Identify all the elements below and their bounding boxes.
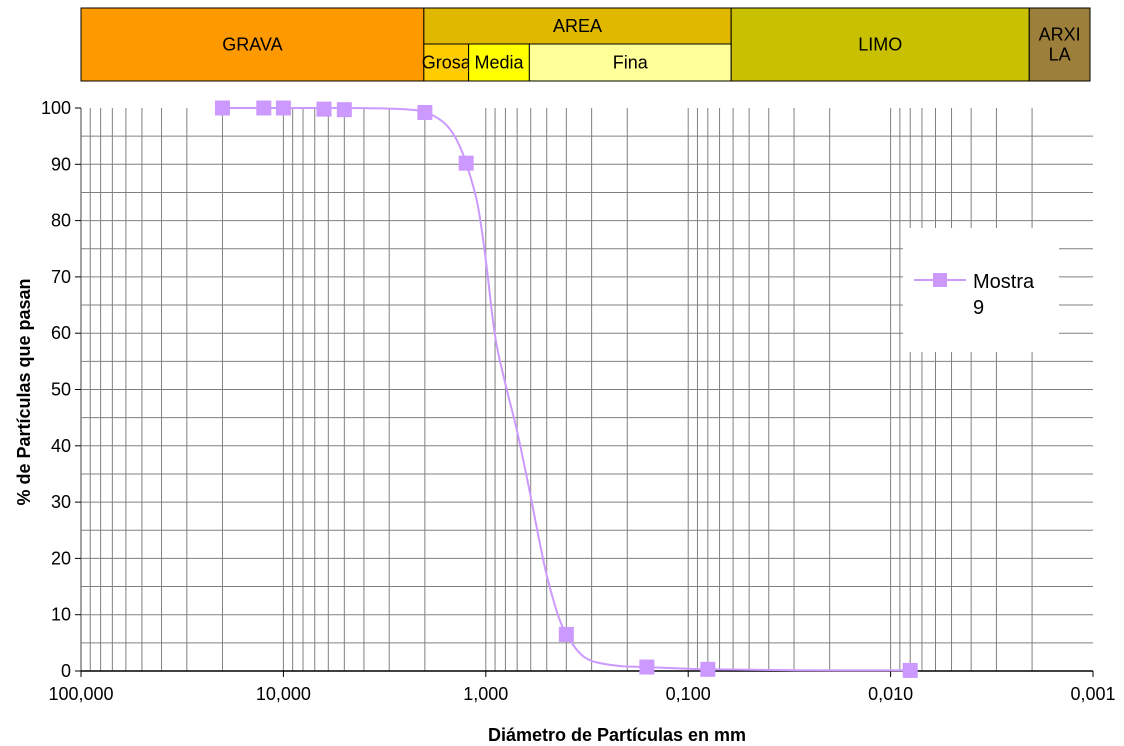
class-label-area: AREA [553, 16, 602, 36]
legend-label: Mostra [973, 271, 1035, 293]
class-label-fina: Fina [613, 53, 649, 73]
data-point [417, 105, 433, 121]
class-cell-area [423, 7, 732, 45]
y-tick-label: 30 [51, 492, 71, 512]
series-mostra-9 [214, 100, 918, 678]
grid-lines [81, 108, 1093, 671]
y-tick-label: 10 [51, 605, 71, 625]
data-point [275, 100, 291, 116]
data-point [700, 661, 716, 677]
legend-marker [933, 273, 947, 287]
x-tick-label: 10,000 [256, 684, 311, 704]
x-tick-label: 100,000 [48, 684, 113, 704]
y-tick-label: 0 [61, 661, 71, 681]
data-point [256, 100, 272, 116]
class-cell-limo [730, 7, 1030, 82]
data-point [902, 662, 918, 678]
y-tick-label: 80 [51, 211, 71, 231]
y-tick-label: 20 [51, 548, 71, 568]
data-point [558, 626, 574, 642]
x-tick-label: 0,001 [1070, 684, 1115, 704]
class-label-grosa: Grosa [422, 53, 472, 73]
axes [75, 107, 1094, 677]
x-tick-label: 0,100 [666, 684, 711, 704]
y-tick-label: 70 [51, 267, 71, 287]
x-tick-label: 0,010 [868, 684, 913, 704]
tick-labels: 100,000 10,000 1,000 0,100 0,010 0,001 0 10 20 30… [41, 98, 1116, 704]
class-cell-grava [80, 7, 425, 82]
y-axis-title: % de Partículas que pasan [14, 278, 34, 505]
y-tick-label: 60 [51, 323, 71, 343]
legend-label: 9 [973, 297, 984, 319]
class-cell-grosa [423, 43, 470, 82]
class-label-limo: LIMO [858, 35, 902, 55]
data-point [639, 659, 655, 675]
data-point [214, 100, 230, 116]
class-cell-arxila [1028, 7, 1091, 82]
class-cell-fina [528, 43, 732, 82]
legend-box [903, 228, 1059, 352]
x-axis-title: Diámetro de Partículas en mm [488, 725, 746, 745]
y-tick-label: 50 [51, 380, 71, 400]
class-label-media: Media [474, 53, 524, 73]
x-tick-label: 1,000 [463, 684, 508, 704]
data-point [458, 155, 474, 171]
class-label-grava: GRAVA [222, 35, 282, 55]
data-point [316, 101, 332, 117]
class-label-arxila: LA [1049, 45, 1071, 65]
y-tick-label: 40 [51, 436, 71, 456]
y-tick-label: 100 [41, 98, 71, 118]
data-point [336, 102, 352, 118]
class-label-arxila: ARXI [1039, 25, 1081, 45]
legend: Mostra 9 [903, 228, 1059, 352]
y-tick-label: 90 [51, 154, 71, 174]
